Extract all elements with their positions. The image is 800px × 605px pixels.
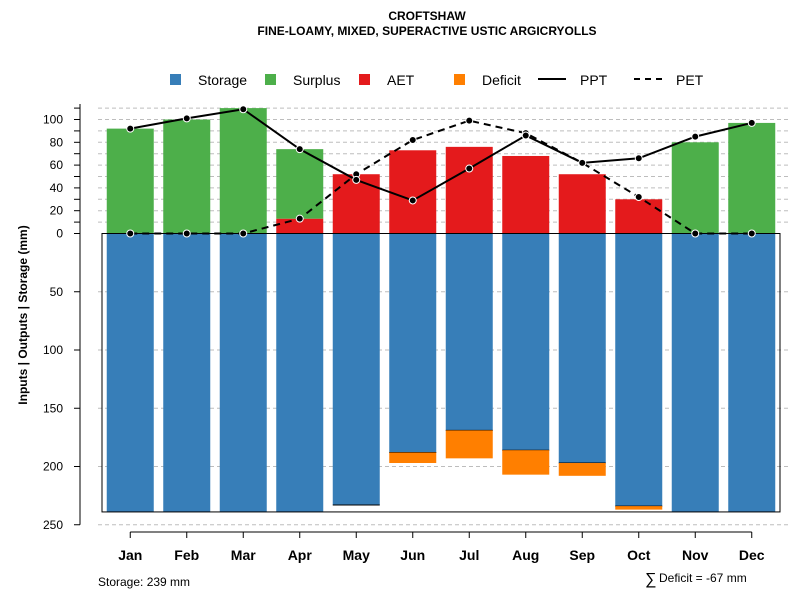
pet-line bbox=[130, 119, 752, 235]
storage-footer: Storage: 239 mm bbox=[98, 575, 190, 589]
ppt-point bbox=[295, 145, 304, 154]
ppt-point bbox=[465, 164, 474, 173]
x-tick-label-sep: Sep bbox=[569, 547, 595, 563]
x-tick-label-may: May bbox=[343, 547, 370, 563]
ppt-point bbox=[126, 124, 135, 133]
legend-swatch-aet bbox=[359, 74, 370, 85]
bar-surplus bbox=[671, 142, 719, 234]
ppt-point bbox=[408, 196, 417, 205]
legend-label-ppt: PPT bbox=[580, 72, 608, 88]
bar-storage bbox=[445, 233, 493, 431]
x-tick-label-mar: Mar bbox=[231, 547, 256, 563]
x-tick-label-apr: Apr bbox=[288, 547, 313, 563]
bar-deficit bbox=[615, 506, 663, 510]
x-tick-label-jan: Jan bbox=[118, 547, 142, 563]
lines-layer bbox=[126, 105, 756, 238]
y-tick-label: 50 bbox=[50, 285, 64, 299]
bar-surplus bbox=[276, 149, 324, 219]
bar-aet bbox=[615, 199, 663, 234]
ppt-point bbox=[578, 158, 587, 167]
ppt-point bbox=[691, 132, 700, 141]
y-tick-label: 200 bbox=[43, 460, 63, 474]
bar-storage bbox=[671, 233, 719, 512]
y-tick-label: 40 bbox=[50, 181, 64, 195]
deficit-footer: Deficit = -67 mm bbox=[659, 571, 747, 585]
bar-aet bbox=[502, 155, 550, 234]
bar-storage bbox=[728, 233, 776, 512]
legend-swatch-surplus bbox=[265, 74, 276, 85]
ppt-point bbox=[352, 175, 361, 184]
x-tick-label-oct: Oct bbox=[627, 547, 651, 563]
y-tick-label: 150 bbox=[43, 401, 63, 415]
y-tick-label: 100 bbox=[43, 343, 63, 357]
bar-aet bbox=[332, 174, 380, 234]
bar-surplus bbox=[163, 119, 211, 234]
sigma-symbol: ∑ bbox=[645, 571, 656, 588]
axes: 0 20 40 60 80 100 50 100 150 200 250 Jan Feb Mar Apr Ma… bbox=[43, 104, 765, 563]
pet-point bbox=[408, 136, 417, 145]
legend-label-pet: PET bbox=[676, 72, 704, 88]
legend-label-surplus: Surplus bbox=[293, 72, 340, 88]
legend-label-deficit: Deficit bbox=[482, 72, 521, 88]
legend-label-aet: AET bbox=[387, 72, 415, 88]
ppt-point bbox=[182, 114, 191, 123]
legend: Storage Surplus AET Deficit PPT PET bbox=[170, 72, 704, 88]
ppt-point bbox=[747, 118, 756, 127]
legend-swatch-deficit bbox=[454, 74, 465, 85]
x-tick-label-jun: Jun bbox=[400, 547, 425, 563]
y-tick-label: 60 bbox=[50, 158, 64, 172]
x-tick-label-aug: Aug bbox=[512, 547, 539, 563]
y-tick-label: 250 bbox=[43, 518, 63, 532]
bar-surplus bbox=[728, 122, 776, 234]
x-tick-label-nov: Nov bbox=[682, 547, 709, 563]
y-axis-label: Inputs | Outputs | Storage (mm) bbox=[16, 225, 30, 404]
legend-label-storage: Storage bbox=[198, 72, 247, 88]
chart-title: CROFTSHAW bbox=[388, 9, 466, 23]
pet-point bbox=[465, 116, 474, 125]
y-tick-label: 20 bbox=[50, 204, 64, 218]
bars-layer bbox=[101, 108, 781, 513]
bar-storage bbox=[276, 233, 324, 512]
pet-point bbox=[691, 229, 700, 238]
bar-storage bbox=[389, 233, 437, 453]
bar-storage bbox=[219, 233, 267, 512]
pet-point bbox=[126, 229, 135, 238]
pet-point bbox=[182, 229, 191, 238]
y-tick-label: 0 bbox=[56, 227, 63, 241]
bar-storage bbox=[502, 233, 550, 451]
bar-storage bbox=[163, 233, 211, 512]
pet-point bbox=[634, 193, 643, 202]
y-tick-label: 100 bbox=[43, 113, 63, 127]
chart-subtitle: FINE-LOAMY, MIXED, SUPERACTIVE USTIC ARG… bbox=[257, 24, 596, 38]
bar-storage bbox=[106, 233, 154, 512]
bar-storage bbox=[615, 233, 663, 507]
storage-frame bbox=[101, 233, 781, 513]
x-tick-label-jul: Jul bbox=[459, 547, 479, 563]
bar-storage bbox=[558, 233, 606, 464]
ppt-point bbox=[239, 105, 248, 114]
pet-point bbox=[295, 214, 304, 223]
y-tick-label: 80 bbox=[50, 135, 64, 149]
bar-deficit bbox=[502, 450, 550, 475]
bar-aet bbox=[445, 146, 493, 234]
ppt-point bbox=[521, 131, 530, 140]
bar-surplus bbox=[219, 108, 267, 234]
x-tick-label-dec: Dec bbox=[739, 547, 765, 563]
ppt-line bbox=[130, 108, 752, 202]
pet-point bbox=[747, 229, 756, 238]
bar-aet bbox=[558, 174, 606, 234]
legend-swatch-storage bbox=[170, 74, 181, 85]
ppt-point bbox=[634, 154, 643, 163]
bar-deficit bbox=[558, 463, 606, 476]
bar-deficit bbox=[445, 430, 493, 459]
x-tick-label-feb: Feb bbox=[174, 547, 199, 563]
bar-deficit bbox=[389, 452, 437, 464]
bar-surplus bbox=[106, 128, 154, 234]
pet-point bbox=[239, 229, 248, 238]
bar-storage bbox=[332, 233, 380, 505]
